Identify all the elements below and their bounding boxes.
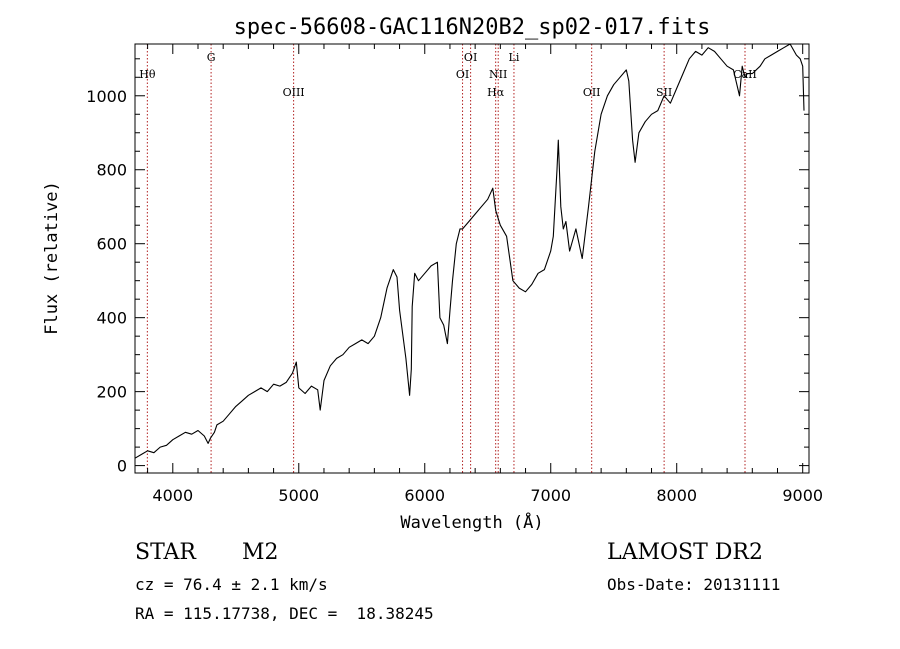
object-class: STAR — [135, 540, 196, 565]
line-marker-label-8: OII — [583, 86, 601, 99]
y-tick-label-0: 0 — [117, 457, 127, 476]
object-subclass: M2 — [242, 540, 279, 565]
spectrum-series-layer — [134, 43, 805, 459]
line-marker-label-3: OI — [456, 68, 469, 81]
y-tick-label-5: 1000 — [86, 87, 127, 106]
line-marker-label-6: NII — [489, 68, 507, 81]
series-line-0 — [134, 43, 805, 459]
survey-name: LAMOST DR2 — [607, 540, 763, 565]
line-marker-label-0: Hθ — [139, 68, 156, 81]
line-marker-label-4: OI — [464, 51, 477, 64]
line-marker-label-9: SII — [656, 86, 672, 99]
y-axis-label: Flux (relative) — [42, 181, 62, 335]
line-marker-label-1: G — [207, 51, 216, 64]
x-tick-label-1: 5000 — [278, 486, 319, 505]
redshift-readout: cz = 76.4 ± 2.1 km/s — [135, 575, 328, 594]
x-tick-label-4: 8000 — [656, 486, 697, 505]
x-tick-label-5: 9000 — [782, 486, 823, 505]
plot-frame — [134, 43, 810, 474]
y-tick-label-1: 200 — [96, 383, 127, 402]
chart-title: spec-56608-GAC116N20B2_sp02-017.fits — [234, 15, 711, 40]
x-axis-label: Wavelength (Å) — [400, 511, 543, 533]
line-marker-label-2: OIII — [283, 86, 305, 99]
x-tick-label-0: 4000 — [152, 486, 193, 505]
line-marker-label-5: Hα — [487, 86, 505, 99]
axes-layer: 4000 5000 6000 7000 8000 9000 0 200 400 600 800 100… — [86, 44, 823, 505]
y-tick-label-3: 600 — [96, 235, 127, 254]
line-marker-label-7: Li — [509, 51, 520, 64]
x-tick-label-3: 7000 — [530, 486, 571, 505]
observation-date: Obs-Date: 20131111 — [607, 575, 781, 594]
line-marker-label-10: CaII — [733, 68, 757, 81]
y-tick-label-2: 400 — [96, 309, 127, 328]
y-tick-label-4: 800 — [96, 161, 127, 180]
x-tick-label-2: 6000 — [404, 486, 445, 505]
coordinates-readout: RA = 115.17738, DEC = 18.38245 — [135, 604, 434, 623]
